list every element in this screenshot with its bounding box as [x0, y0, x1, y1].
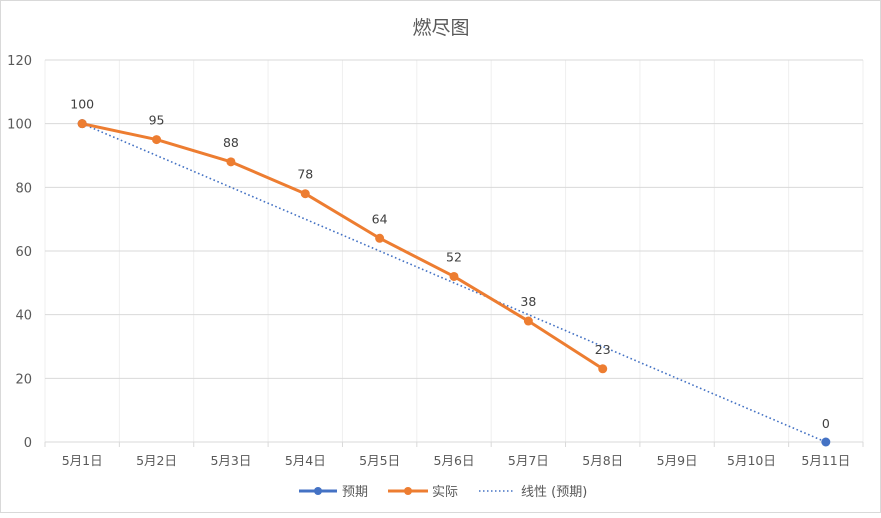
y-axis: 0 20 40 60 80 100 120: [7, 54, 32, 451]
x-tick-label: 5月3日: [210, 453, 251, 468]
x-tick-label: 5月10日: [727, 453, 776, 468]
y-tick-label: 60: [15, 245, 32, 260]
x-tick-label: 5月2日: [136, 453, 177, 468]
data-point-actual[interactable]: [300, 189, 310, 199]
data-label: 64: [372, 211, 388, 226]
legend-label-expected: 预期: [342, 485, 368, 500]
x-axis: 5月1日 5月2日 5月3日 5月4日 5月5日 5月6日 5月7日 5月8日 5月9日 5月10…: [44, 442, 864, 468]
y-tick-label: 120: [7, 54, 32, 69]
data-point-actual[interactable]: [152, 135, 162, 145]
y-tick-label: 80: [15, 181, 32, 196]
x-tick-label: 5月1日: [62, 453, 103, 468]
x-tick-label: 5月6日: [434, 453, 475, 468]
series-actual-line: [81, 122, 604, 371]
data-point-expected[interactable]: [821, 437, 831, 447]
data-label: 100: [70, 97, 94, 112]
data-point-actual[interactable]: [77, 119, 87, 129]
data-label: 78: [297, 167, 313, 182]
data-label: 88: [223, 135, 239, 150]
x-tick-label: 5月11日: [801, 453, 850, 468]
y-tick-label: 40: [15, 309, 32, 324]
x-tick-label: 5月5日: [359, 453, 400, 468]
legend-marker-expected-icon: [314, 487, 322, 495]
legend-marker-actual-icon: [404, 487, 412, 495]
legend-item-trendline[interactable]: 线性 (预期): [479, 485, 587, 500]
data-point-actual[interactable]: [449, 271, 459, 281]
chart-title: 燃尽图: [412, 17, 469, 39]
data-label: 95: [149, 113, 165, 128]
legend-item-actual[interactable]: 实际: [388, 485, 458, 500]
y-tick-label: 0: [24, 436, 32, 451]
y-tick-label: 100: [7, 118, 32, 133]
legend-item-expected[interactable]: 预期: [299, 485, 368, 500]
data-point-actual[interactable]: [375, 233, 385, 243]
y-tick-label: 20: [15, 372, 32, 387]
legend: 预期 实际 线性 (预期): [299, 485, 587, 500]
x-tick-label: 5月7日: [508, 453, 549, 468]
legend-label-actual: 实际: [432, 485, 458, 500]
x-tick-label: 5月4日: [285, 453, 326, 468]
grid-lines: [44, 59, 864, 443]
x-tick-label: 5月8日: [582, 453, 623, 468]
data-label: 52: [446, 249, 462, 264]
data-label: 0: [822, 416, 830, 431]
data-point-actual[interactable]: [523, 316, 533, 326]
data-label: 23: [595, 342, 611, 357]
data-point-actual[interactable]: [598, 364, 608, 374]
data-label: 38: [520, 294, 536, 309]
data-labels: 100 95 88 78 64 52 38 23 0: [70, 97, 830, 431]
x-tick-label: 5月9日: [657, 453, 698, 468]
data-point-actual[interactable]: [226, 157, 236, 167]
legend-label-trendline: 线性 (预期): [521, 485, 587, 500]
trendline-expected: [81, 122, 827, 443]
series-layer: [77, 119, 831, 447]
